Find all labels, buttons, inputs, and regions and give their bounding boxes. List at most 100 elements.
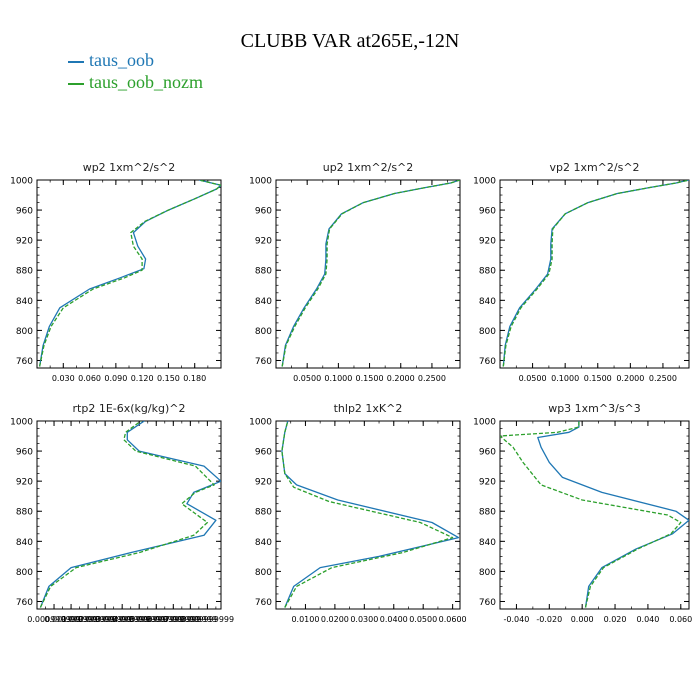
plot-frame — [36, 420, 222, 610]
x-tick-label: 0.001999999 — [44, 615, 97, 624]
series-line-taus-oob — [281, 180, 460, 367]
y-tick-label: 800 — [16, 568, 33, 578]
x-tick-label: 0.2500 — [649, 374, 677, 383]
panel-title: thlp2 1xK^2 — [334, 402, 403, 415]
legend-entry-0: taus_oob — [68, 50, 154, 71]
y-tick-label: 1000 — [10, 418, 33, 428]
x-tick-label: 0.040 — [636, 615, 659, 624]
panel-1: up2 1xm^2/s^2 760 800 840 880 920 960 1000 0.050… — [249, 161, 461, 383]
y-tick-label: 920 — [255, 237, 272, 247]
y-tick-label: 840 — [16, 297, 33, 307]
x-tick-label: 0.009999999 — [181, 615, 234, 624]
y-tick-label: 920 — [255, 478, 272, 488]
x-tick-label: 0.005999999 — [112, 615, 165, 624]
x-tick-label: 0.000 — [571, 615, 594, 624]
y-tick-label: 920 — [16, 237, 33, 247]
y-tick-label: 960 — [479, 448, 496, 458]
series-line-taus-oob — [39, 421, 221, 608]
y-tick-label: 880 — [255, 267, 272, 277]
panel-title: wp3 1xm^3/s^3 — [548, 402, 641, 415]
series-line-taus-oob-nozm — [281, 180, 460, 367]
y-tick-label: 1000 — [473, 418, 496, 428]
legend-swatch-1 — [68, 82, 84, 85]
y-tick-label: 960 — [479, 207, 496, 217]
x-tick-label: 0.0600 — [439, 615, 467, 624]
y-tick-label: 1000 — [473, 177, 496, 187]
series-line-taus-oob-nozm — [38, 180, 221, 367]
y-tick-label: 840 — [255, 297, 272, 307]
panel-0: wp2 1xm^2/s^2 760 800 840 880 920 960 1000 0.030… — [10, 161, 222, 383]
legend-label-0: taus_oob — [89, 50, 154, 70]
y-tick-label: 920 — [479, 478, 496, 488]
x-tick-label: 0.008999999 — [164, 615, 217, 624]
x-tick-label: 0.2500 — [418, 374, 446, 383]
x-tick-label: 0.0500 — [409, 615, 437, 624]
series-line-taus-oob — [537, 421, 689, 608]
y-tick-label: 880 — [255, 508, 272, 518]
x-tick-label: 0.1000 — [551, 374, 579, 383]
x-tick-label: -0.040 — [504, 615, 530, 624]
y-tick-label: 880 — [479, 508, 496, 518]
x-tick-label: 0.0300 — [350, 615, 378, 624]
y-tick-label: 840 — [255, 538, 272, 548]
y-tick-label: 760 — [255, 598, 272, 608]
y-tick-label: 800 — [479, 568, 496, 578]
x-tick-label: 0.150 — [157, 374, 180, 383]
y-tick-label: 840 — [479, 538, 496, 548]
y-tick-label: 880 — [479, 267, 496, 277]
y-tick-label: 880 — [16, 267, 33, 277]
x-tick-label: 0.030 — [52, 374, 75, 383]
panel-title: up2 1xm^2/s^2 — [323, 161, 414, 174]
y-tick-label: 800 — [479, 327, 496, 337]
x-tick-label: 0.060 — [669, 615, 692, 624]
series-line-taus-oob-nozm — [500, 421, 682, 608]
series-line-taus-oob — [502, 180, 689, 367]
x-tick-label: 0.0100 — [291, 615, 319, 624]
x-tick-label: 0.0500 — [293, 374, 321, 383]
y-tick-label: 920 — [16, 478, 33, 488]
y-tick-label: 960 — [16, 448, 33, 458]
y-tick-label: 800 — [255, 568, 272, 578]
x-tick-label: -0.020 — [536, 615, 562, 624]
y-tick-label: 1000 — [249, 418, 272, 428]
panel-5: wp3 1xm^3/s^3 760 800 840 880 920 960 1000 -0.04… — [473, 402, 692, 624]
series-line-taus-oob — [38, 180, 221, 367]
y-tick-label: 1000 — [249, 177, 272, 187]
plot-frame — [499, 179, 690, 369]
x-tick-label: 0.060 — [78, 374, 101, 383]
x-tick-label: 0.1500 — [584, 374, 612, 383]
x-tick-label: 0.0500 — [519, 374, 547, 383]
x-tick-label: 0.180 — [183, 374, 206, 383]
y-tick-label: 760 — [16, 598, 33, 608]
plot-frame — [275, 179, 461, 369]
x-tick-label: 0.000999999 — [27, 615, 80, 624]
x-tick-label: 0.1500 — [356, 374, 384, 383]
y-tick-label: 760 — [16, 357, 33, 367]
legend-label-1: taus_oob_nozm — [89, 72, 203, 92]
plot-frame — [499, 420, 690, 610]
x-tick-label: 0.0200 — [321, 615, 349, 624]
panel-2: vp2 1xm^2/s^2 760 800 840 880 920 960 1000 0.050… — [473, 161, 690, 383]
y-tick-label: 1000 — [10, 177, 33, 187]
x-tick-label: 0.020 — [604, 615, 627, 624]
x-tick-label: 0.2000 — [616, 374, 644, 383]
y-tick-label: 800 — [255, 327, 272, 337]
y-tick-label: 840 — [16, 538, 33, 548]
x-tick-label: 0.003999999 — [78, 615, 131, 624]
x-tick-label: 0.006999999 — [130, 615, 183, 624]
series-line-taus-oob-nozm — [39, 421, 215, 608]
x-tick-label: 0.2000 — [387, 374, 415, 383]
y-tick-label: 880 — [16, 508, 33, 518]
y-tick-label: 960 — [16, 207, 33, 217]
legend-entry-1: taus_oob_nozm — [68, 72, 203, 93]
figure-title: CLUBB VAR at265E,-12N — [240, 30, 460, 52]
x-tick-label: 0.0400 — [380, 615, 408, 624]
y-tick-label: 760 — [255, 357, 272, 367]
panel-title: rtp2 1E-6x(kg/kg)^2 — [73, 402, 186, 415]
y-tick-label: 760 — [479, 357, 496, 367]
x-tick-label: 0.120 — [131, 374, 154, 383]
panel-title: vp2 1xm^2/s^2 — [549, 161, 639, 174]
series-line-taus-oob-nozm — [281, 421, 454, 608]
